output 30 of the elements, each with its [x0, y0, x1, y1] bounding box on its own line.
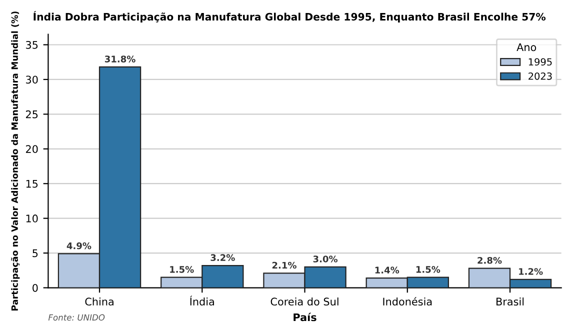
y-tick-label: 35 [26, 40, 38, 49]
legend-label: 1995 [528, 58, 552, 66]
chart-title: Índia Dobra Participação na Manufatura Global Desde 1995, Enquanto Brasil Encolhe 57% [34, 11, 546, 23]
x-tick-label: Brasil [496, 297, 524, 306]
x-tick-label: Coreia do Sul [270, 297, 338, 306]
x-axis-title: País [294, 312, 316, 322]
y-tick-label: 0 [32, 284, 38, 292]
y-tick-label: 5 [32, 249, 38, 258]
data-label: 4.9% [66, 242, 92, 250]
y-tick-label: 10 [26, 214, 38, 222]
data-label: 2.8% [478, 256, 502, 264]
data-label: 2.1% [272, 262, 296, 269]
data-label: 3.2% [210, 254, 235, 262]
y-tick-label: 20 [26, 145, 38, 154]
legend-label: 2023 [528, 72, 552, 80]
data-label: 1.4% [375, 266, 400, 274]
data-label: 1.5% [170, 266, 194, 273]
data-label: 1.2% [519, 268, 543, 275]
x-tick-label: Indonésia [383, 297, 432, 306]
source-note: Fonte: UNIDO [48, 314, 105, 321]
y-tick-label: 15 [26, 180, 38, 188]
x-tick-label: Índia [190, 296, 214, 306]
y-tick-label: 25 [26, 110, 38, 118]
data-label: 31.8% [104, 56, 136, 62]
y-axis-title: Participação no Valor Adicionado da Manufatura Mundial (%) [11, 12, 20, 310]
legend-title: Ano [516, 43, 536, 52]
data-label: 3.0% [313, 256, 338, 262]
y-tick-label: 30 [26, 76, 38, 84]
x-tick-label: China [85, 297, 114, 306]
data-label: 1.5% [416, 266, 440, 273]
